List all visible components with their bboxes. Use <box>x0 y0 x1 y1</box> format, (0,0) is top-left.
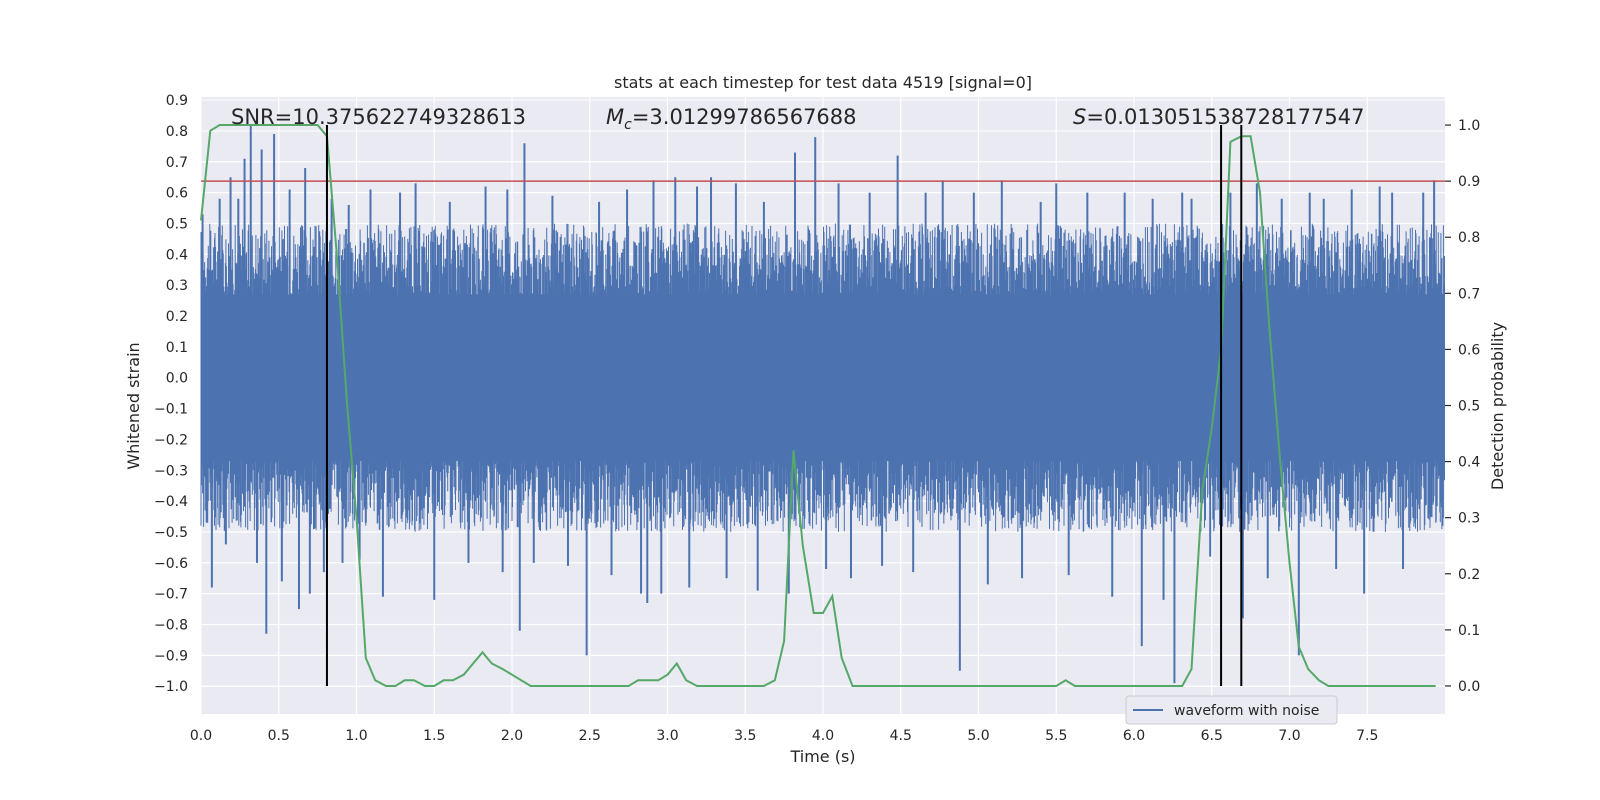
y-left-tick-label-12: −0.3 <box>154 463 188 479</box>
x-tick-label-9: 4.5 <box>890 728 912 744</box>
x-tick-label-8: 4.0 <box>812 728 834 744</box>
s-annotation: S=0.013051538728177547 <box>1073 105 1364 129</box>
chart-title: stats at each timestep for test data 451… <box>614 73 1032 92</box>
x-tick-label-14: 7.0 <box>1278 728 1300 744</box>
mc-value: =3.01299786567688 <box>632 105 857 129</box>
x-tick-label-10: 5.0 <box>967 728 989 744</box>
snr-annotation: SNR=10.375622749328613 <box>231 105 526 129</box>
y-left-axis-label: Whitened strain <box>124 342 143 469</box>
s-symbol: S <box>1073 105 1086 129</box>
y-left-tick-label-6: 0.3 <box>166 278 188 294</box>
mc-subscript: c <box>624 117 632 133</box>
vertical-lines-layer <box>325 125 1243 686</box>
y-left-tick-label-7: 0.2 <box>166 309 188 325</box>
y-left-tick-label-2: 0.7 <box>166 155 188 171</box>
y-right-tick-label-0: 0.0 <box>1458 679 1480 695</box>
x-tick-label-3: 1.5 <box>423 728 445 744</box>
y-left-tick-labels: 0.9 0.8 0.7 0.6 0.5 0.4 0.3 0.2 0.1 0.0 −0.1 −0.2 −0… <box>154 93 188 695</box>
y-right-tick-labels: 0.0 0.1 0.2 0.3 0.4 0.5 0.6 0.7 0.8 0.9 1.0 <box>1445 118 1480 695</box>
s-value: =0.013051538728177547 <box>1086 105 1364 129</box>
y-left-tick-label-4: 0.5 <box>166 216 188 232</box>
x-tick-labels: 0.0 0.5 1.0 1.5 2.0 2.5 3.0 3.5 4.0 4.5 5.0 5.5 6.0 6… <box>190 728 1379 744</box>
y-left-tick-label-17: −0.8 <box>154 618 188 634</box>
y-left-tick-label-9: 0.0 <box>166 371 188 387</box>
x-tick-label-12: 6.0 <box>1123 728 1145 744</box>
x-tick-label-11: 5.5 <box>1045 728 1067 744</box>
x-tick-label-4: 2.0 <box>501 728 523 744</box>
y-right-tick-label-5: 0.5 <box>1458 399 1480 415</box>
y-left-tick-label-15: −0.6 <box>154 556 188 572</box>
y-right-tick-label-2: 0.2 <box>1458 567 1480 583</box>
y-left-tick-label-8: 0.1 <box>166 340 188 356</box>
x-tick-label-1: 0.5 <box>268 728 290 744</box>
y-left-tick-label-3: 0.6 <box>166 186 188 202</box>
y-right-tick-label-1: 0.1 <box>1458 623 1480 639</box>
x-axis-label: Time (s) <box>789 747 855 766</box>
x-tick-label-7: 3.5 <box>734 728 756 744</box>
probability-layer <box>200 124 1436 687</box>
x-tick-label-5: 2.5 <box>579 728 601 744</box>
y-right-tick-label-3: 0.3 <box>1458 511 1480 527</box>
y-left-tick-label-0: 0.9 <box>166 93 188 109</box>
x-tick-label-2: 1.0 <box>345 728 367 744</box>
y-left-tick-label-10: −0.1 <box>154 402 188 418</box>
y-right-tick-label-4: 0.4 <box>1458 455 1480 471</box>
y-left-tick-label-13: −0.4 <box>154 494 188 510</box>
detection-probability-line <box>200 124 1436 687</box>
y-left-tick-label-14: −0.5 <box>154 525 188 541</box>
y-right-axis-label: Detection probability <box>1488 322 1507 490</box>
chirp-mass-annotation: Mc=3.01299786567688 <box>606 105 857 133</box>
legend: waveform with noise <box>1125 695 1338 725</box>
mc-symbol: M <box>606 105 624 129</box>
x-tick-label-15: 7.5 <box>1356 728 1378 744</box>
y-left-tick-label-16: −0.7 <box>154 587 188 603</box>
y-left-tick-label-11: −0.2 <box>154 432 188 448</box>
waveform-noise <box>200 223 1445 532</box>
y-right-tick-label-9: 0.9 <box>1458 174 1480 190</box>
legend-box <box>1125 695 1338 725</box>
y-left-tick-label-18: −0.9 <box>154 648 188 664</box>
y-right-tick-label-7: 0.7 <box>1458 286 1480 302</box>
x-tick-label-0: 0.0 <box>190 728 212 744</box>
y-right-tick-label-10: 1.0 <box>1458 118 1480 134</box>
y-right-tick-label-6: 0.6 <box>1458 342 1480 358</box>
y-left-tick-label-5: 0.4 <box>166 247 188 263</box>
x-tick-label-6: 3.0 <box>656 728 678 744</box>
y-left-tick-label-1: 0.8 <box>166 124 188 140</box>
legend-label-waveform: waveform with noise <box>1174 703 1319 719</box>
waveform-layer <box>200 124 1445 684</box>
y-right-tick-label-8: 0.8 <box>1458 230 1480 246</box>
x-tick-label-13: 6.5 <box>1201 728 1223 744</box>
y-left-tick-label-19: −1.0 <box>154 679 188 695</box>
